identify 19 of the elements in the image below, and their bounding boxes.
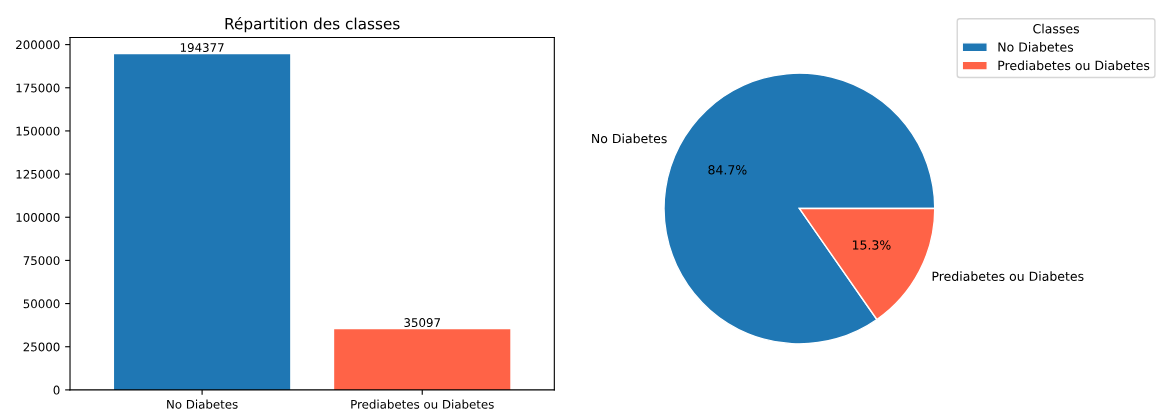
y-tick-label: 100000 [16,212,60,222]
data-label: 35097 [404,318,441,328]
y-tick-label: 150000 [16,126,60,136]
data-label: 194377 [180,43,224,53]
y-tick-label: 0 [53,385,60,395]
y-tick-label: 50000 [23,299,60,309]
y-tick-label: 175000 [16,83,60,93]
y-tick-label: 125000 [16,169,60,179]
y-tick-label: 25000 [23,342,60,352]
legend-title: Classes [1033,23,1080,34]
data-label: 84.7% [708,165,747,175]
legend-label: Prediabetes ou Diabetes [998,60,1150,71]
y-tick-label: 75000 [23,256,60,266]
slice-label: No Diabetes [592,133,667,144]
data-label: 15.3% [852,240,891,250]
legend-label: No Diabetes [998,42,1074,52]
slice-label: Prediabetes ou Diabetes [932,271,1084,281]
y-tick-label: 200000 [16,40,60,50]
chart-title: Répartition des classes [225,16,400,33]
